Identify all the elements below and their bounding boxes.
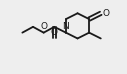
- Text: N: N: [62, 22, 69, 31]
- Text: O: O: [51, 28, 58, 37]
- Text: O: O: [102, 9, 109, 18]
- Text: O: O: [40, 22, 47, 31]
